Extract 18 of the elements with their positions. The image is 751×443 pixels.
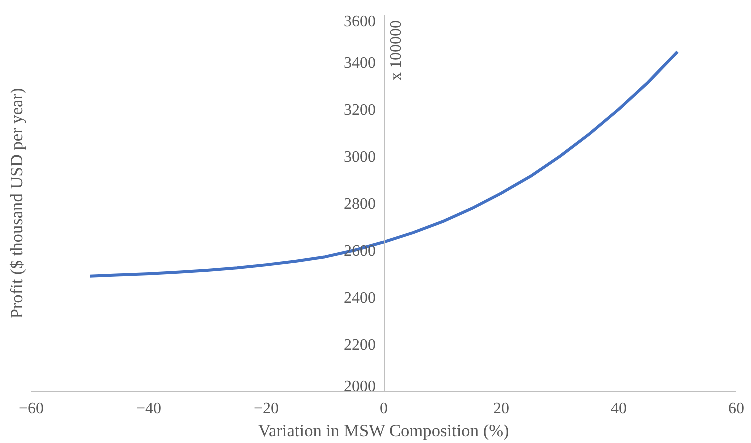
x-tick-label: 20 — [494, 400, 510, 418]
y-axis-title: Profit ($ thousand USD per year) — [8, 88, 26, 319]
y-tick-label: 2200 — [344, 337, 376, 354]
x-tick-label: 60 — [728, 400, 744, 418]
x-axis-title: Variation in MSW Composition (%) — [258, 422, 510, 440]
y-tick-label: 3400 — [344, 55, 376, 72]
x-tick-label: −40 — [136, 400, 162, 418]
x-tick-label: 0 — [380, 400, 388, 418]
y-tick-label: 2800 — [344, 196, 376, 213]
y-tick-label: 3200 — [344, 102, 376, 119]
y-tick-label: 3600 — [344, 14, 376, 30]
x-tick-label: 40 — [611, 400, 627, 418]
y-tick-label: 2400 — [344, 290, 376, 307]
y-tick-label: 3000 — [344, 149, 376, 166]
x-tick-label: −60 — [18, 400, 44, 418]
y-tick-label: 2000 — [344, 378, 376, 396]
x-tick-label: −20 — [254, 400, 280, 418]
annotation: x 100000 — [388, 20, 405, 80]
